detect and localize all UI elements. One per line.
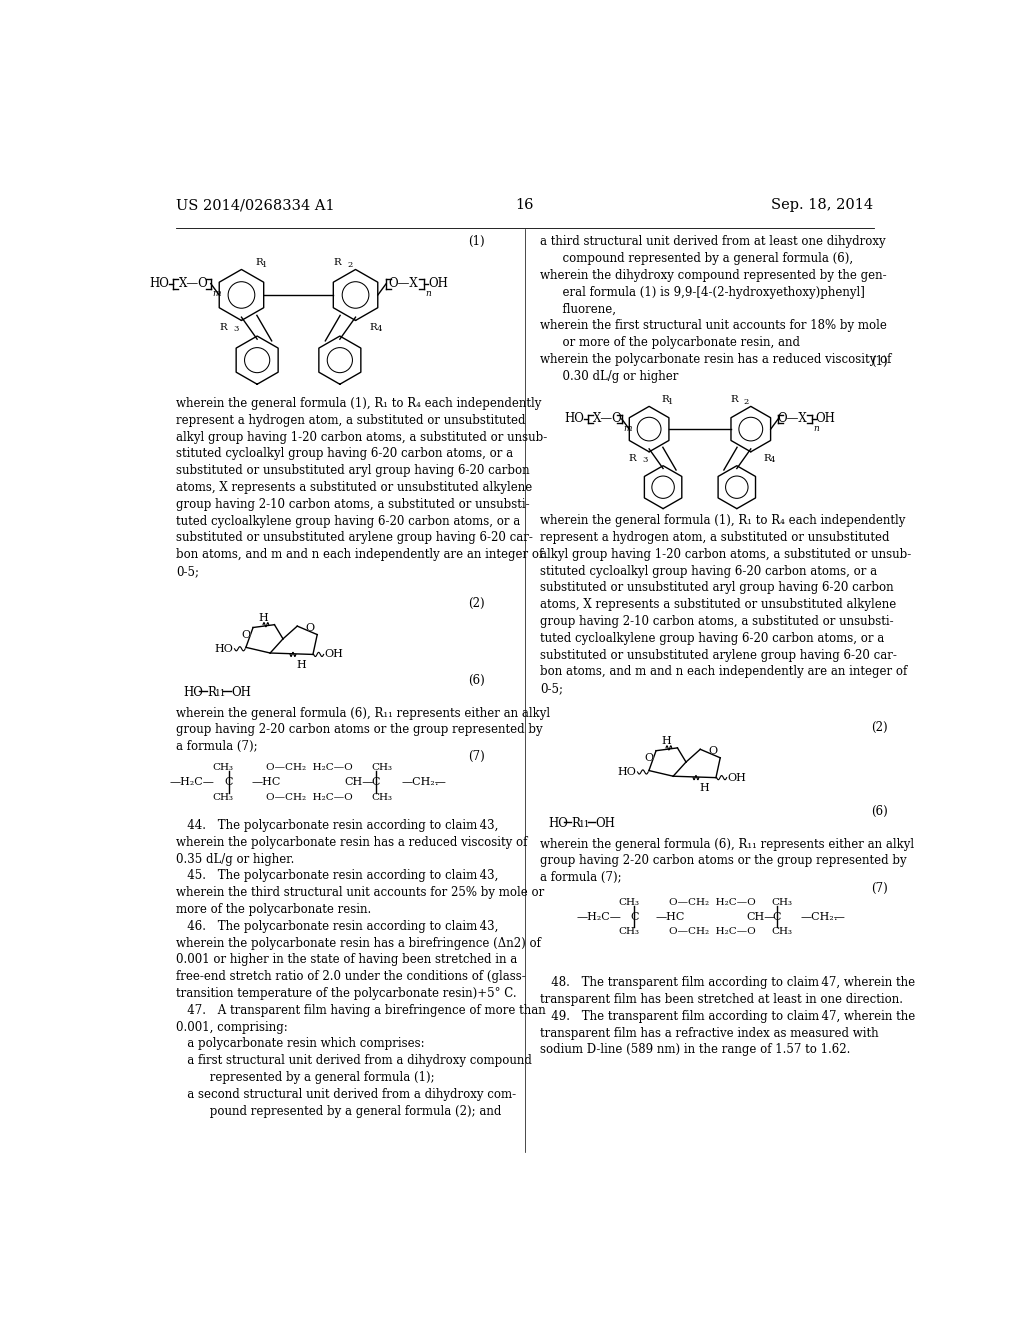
Text: HO: HO bbox=[214, 644, 233, 653]
Text: (1): (1) bbox=[870, 355, 888, 368]
Text: 16: 16 bbox=[515, 198, 535, 213]
Text: 1: 1 bbox=[668, 399, 673, 407]
Text: 44. The polycarbonate resin according to claim 43,
wherein the polycarbonate res: 44. The polycarbonate resin according to… bbox=[176, 818, 546, 1118]
Text: wherein the general formula (6), R₁₁ represents either an alkyl
group having 2-2: wherein the general formula (6), R₁₁ rep… bbox=[176, 706, 550, 754]
Text: HO: HO bbox=[617, 767, 636, 777]
Text: —HC: —HC bbox=[656, 912, 685, 921]
Text: H: H bbox=[699, 783, 709, 793]
Text: R: R bbox=[629, 454, 636, 463]
Text: O: O bbox=[709, 746, 718, 756]
Text: OH: OH bbox=[815, 412, 836, 425]
Text: O: O bbox=[305, 623, 314, 632]
Text: R: R bbox=[207, 686, 216, 698]
Text: OH: OH bbox=[727, 772, 746, 783]
Text: 4: 4 bbox=[769, 455, 775, 463]
Text: 11: 11 bbox=[215, 689, 226, 698]
Text: O: O bbox=[242, 630, 251, 640]
Text: n: n bbox=[425, 289, 431, 298]
Text: wherein the general formula (1), R₁ to R₄ each independently
represent a hydroge: wherein the general formula (1), R₁ to R… bbox=[176, 397, 547, 578]
Text: O—X: O—X bbox=[777, 412, 807, 425]
Text: 11: 11 bbox=[579, 820, 591, 829]
Text: O—CH₂  H₂C—O: O—CH₂ H₂C—O bbox=[669, 898, 756, 907]
Text: 2: 2 bbox=[743, 399, 749, 407]
Text: CH₃: CH₃ bbox=[213, 763, 233, 772]
Text: OH: OH bbox=[595, 817, 615, 830]
Text: OH: OH bbox=[231, 686, 251, 698]
Text: R: R bbox=[662, 396, 670, 404]
Text: O—CH₂  H₂C—O: O—CH₂ H₂C—O bbox=[266, 792, 352, 801]
Text: (6): (6) bbox=[870, 805, 888, 818]
Text: (7): (7) bbox=[468, 750, 484, 763]
Text: n: n bbox=[813, 424, 819, 433]
Text: CH—: CH— bbox=[345, 777, 374, 787]
Text: O—CH₂  H₂C—O: O—CH₂ H₂C—O bbox=[266, 763, 352, 772]
Text: 4: 4 bbox=[376, 325, 382, 333]
Text: (2): (2) bbox=[870, 721, 888, 734]
Text: C: C bbox=[372, 777, 380, 787]
Text: —H₂C—: —H₂C— bbox=[577, 912, 622, 921]
Text: O: O bbox=[644, 752, 653, 763]
Text: 1: 1 bbox=[262, 261, 267, 269]
Text: 48. The transparent film according to claim 47, wherein the
transparent film has: 48. The transparent film according to cl… bbox=[541, 977, 915, 1056]
Text: (6): (6) bbox=[468, 675, 484, 688]
Text: a third structural unit derived from at least one dihydroxy
      compound repre: a third structural unit derived from at … bbox=[541, 235, 892, 383]
Text: 3: 3 bbox=[642, 455, 647, 463]
Text: C: C bbox=[772, 912, 780, 921]
Text: CH₃: CH₃ bbox=[618, 898, 639, 907]
Text: m: m bbox=[623, 424, 632, 433]
Text: CH₃: CH₃ bbox=[771, 927, 793, 936]
Text: HO: HO bbox=[548, 817, 568, 830]
Text: wherein the general formula (6), R₁₁ represents either an alkyl
group having 2-2: wherein the general formula (6), R₁₁ rep… bbox=[541, 837, 914, 884]
Text: C: C bbox=[224, 777, 233, 787]
Text: H: H bbox=[296, 660, 306, 671]
Text: —CH₂—: —CH₂— bbox=[401, 777, 446, 787]
Text: R: R bbox=[334, 259, 341, 268]
Text: CH₃: CH₃ bbox=[371, 763, 392, 772]
Text: O: O bbox=[242, 630, 251, 640]
Text: O: O bbox=[305, 623, 314, 632]
Text: m: m bbox=[212, 289, 221, 298]
Text: —CH₂—: —CH₂— bbox=[801, 912, 846, 921]
Text: (7): (7) bbox=[870, 882, 888, 895]
Text: HO: HO bbox=[564, 412, 585, 425]
Text: X—O: X—O bbox=[593, 412, 623, 425]
Text: HO: HO bbox=[183, 686, 204, 698]
Text: R: R bbox=[256, 259, 263, 268]
Text: H: H bbox=[258, 612, 268, 623]
Text: wherein the general formula (1), R₁ to R₄ each independently
represent a hydroge: wherein the general formula (1), R₁ to R… bbox=[541, 515, 911, 696]
Text: O: O bbox=[644, 752, 653, 763]
Text: C: C bbox=[630, 912, 639, 921]
Text: —HC: —HC bbox=[251, 777, 281, 787]
Text: H: H bbox=[662, 735, 671, 746]
Text: .: . bbox=[435, 777, 439, 787]
Text: 3: 3 bbox=[233, 325, 239, 333]
Text: R: R bbox=[730, 396, 738, 404]
Text: R: R bbox=[370, 322, 378, 331]
Text: Sep. 18, 2014: Sep. 18, 2014 bbox=[771, 198, 873, 213]
Text: OH: OH bbox=[428, 277, 449, 290]
Text: (2): (2) bbox=[468, 597, 484, 610]
Text: CH₃: CH₃ bbox=[371, 792, 392, 801]
Text: .: . bbox=[834, 912, 838, 921]
Text: 2: 2 bbox=[348, 261, 353, 269]
Text: US 2014/0268334 A1: US 2014/0268334 A1 bbox=[176, 198, 335, 213]
Text: CH₃: CH₃ bbox=[771, 898, 793, 907]
Text: O—X: O—X bbox=[388, 277, 418, 290]
Text: CH₃: CH₃ bbox=[618, 927, 639, 936]
Text: OH: OH bbox=[325, 649, 343, 660]
Text: R: R bbox=[571, 817, 581, 830]
Text: CH₃: CH₃ bbox=[213, 792, 233, 801]
Text: R: R bbox=[764, 454, 771, 463]
Text: O: O bbox=[709, 746, 718, 756]
Text: R: R bbox=[219, 322, 227, 331]
Text: X—O: X—O bbox=[179, 277, 209, 290]
Text: —H₂C—: —H₂C— bbox=[169, 777, 214, 787]
Text: (1): (1) bbox=[468, 235, 484, 248]
Text: HO: HO bbox=[148, 277, 169, 290]
Text: O—CH₂  H₂C—O: O—CH₂ H₂C—O bbox=[669, 927, 756, 936]
Text: CH—: CH— bbox=[746, 912, 775, 921]
